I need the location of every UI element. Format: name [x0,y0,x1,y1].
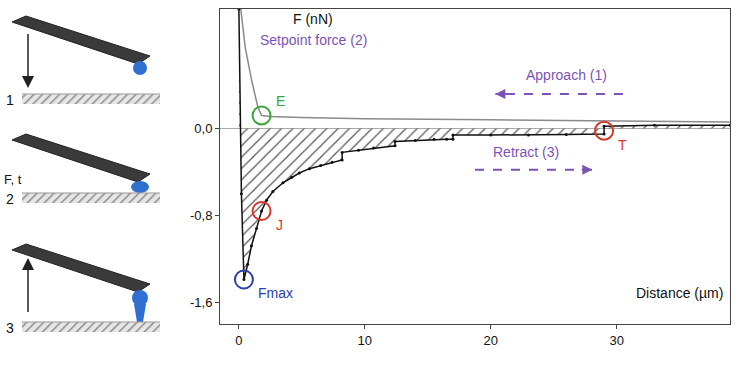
svg-text:J: J [276,217,283,233]
svg-text:2: 2 [6,191,14,207]
svg-text:Distance (µm): Distance (µm) [636,285,723,301]
svg-text:-1,6: -1,6 [190,295,212,310]
svg-text:30: 30 [609,333,623,348]
svg-text:Retract (3): Retract (3) [493,144,559,160]
svg-text:20: 20 [484,333,498,348]
svg-text:F, t: F, t [4,172,22,187]
svg-text:1: 1 [6,92,14,108]
svg-text:-0,8: -0,8 [190,208,212,223]
svg-text:Approach (1): Approach (1) [526,67,607,83]
svg-text:Setpoint force (2): Setpoint force (2) [260,32,367,48]
svg-text:3: 3 [6,320,14,336]
svg-text:F (nN): F (nN) [293,11,333,27]
svg-text:Fmax: Fmax [258,285,293,301]
svg-text:E: E [276,93,285,109]
svg-text:T: T [618,137,627,153]
svg-text:0: 0 [235,333,242,348]
svg-text:0,0: 0,0 [194,121,212,136]
svg-text:10: 10 [358,333,372,348]
